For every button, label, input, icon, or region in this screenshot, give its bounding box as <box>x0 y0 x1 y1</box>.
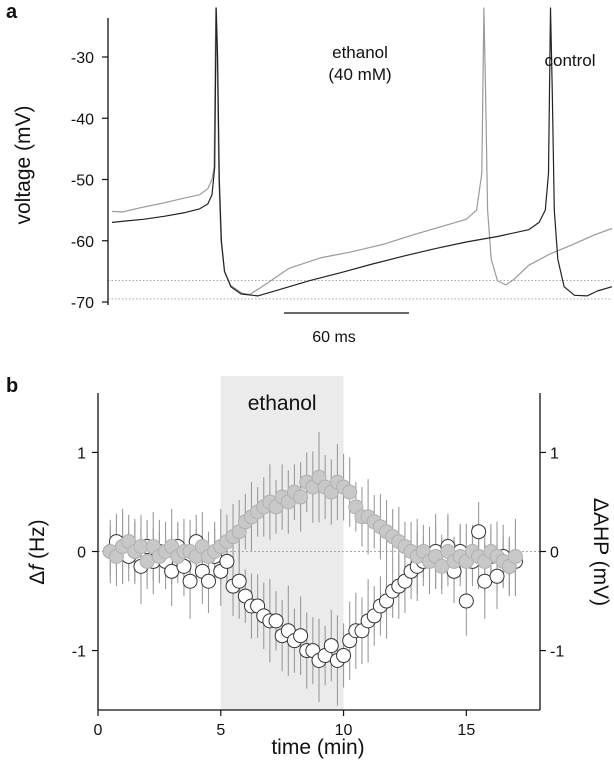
frequency-data-point <box>293 628 309 644</box>
delta-f-tick-label: -1 <box>72 644 86 661</box>
delta-f-tick-label: 1 <box>77 445 86 462</box>
delta-ahp-y-axis-title: ΔAHP (mV) <box>589 498 612 606</box>
frequency-data-point <box>323 638 339 654</box>
ethanol-trace-label-line1: ethanol <box>332 43 388 62</box>
frequency-data-point <box>268 613 284 629</box>
time-tick-label: 10 <box>335 722 353 739</box>
frequency-data-point <box>471 524 487 540</box>
ethanol-voltage-trace <box>111 7 613 296</box>
panel-a-letter: a <box>6 1 18 23</box>
frequency-data-point <box>458 593 474 609</box>
delta-f-tick-label: 0 <box>77 545 86 562</box>
frequency-data-point <box>336 648 352 664</box>
ahp-data-point <box>507 548 523 564</box>
time-scalebar-label: 60 ms <box>312 329 356 346</box>
delta-ahp-tick-label: 1 <box>550 445 559 462</box>
delta-ahp-tick-label: -1 <box>550 644 564 661</box>
frequency-data-point <box>201 573 216 589</box>
voltage-trace-panel: -30 -40 -50 -60 -70 voltage (mV) ethanol (40… <box>12 7 613 346</box>
delta-ahp-tick-label: 0 <box>550 545 559 562</box>
frequency-data-point <box>182 573 198 589</box>
frequency-data-point <box>489 568 505 584</box>
control-trace-label: control <box>544 51 595 70</box>
control-voltage-trace <box>111 7 613 297</box>
ethanol-trace-label-line2: (40 mM) <box>328 65 391 84</box>
frequency-data-point <box>219 553 235 569</box>
voltage-tick-label: -50 <box>71 173 94 190</box>
time-tick-label: 5 <box>216 722 225 739</box>
frequency-data-point <box>231 573 247 589</box>
ahp-data-point <box>342 484 358 500</box>
panel-b-letter: b <box>6 375 18 397</box>
ahp-data-point <box>293 489 309 505</box>
time-tick-label: 0 <box>94 722 103 739</box>
time-x-axis-title: time (min) <box>271 736 364 759</box>
voltage-tick-label: -40 <box>71 111 94 128</box>
voltage-y-axis-title: voltage (mV) <box>12 105 35 224</box>
voltage-tick-label: -30 <box>71 50 94 67</box>
ethanol-application-label: ethanol <box>248 392 317 415</box>
voltage-tick-label: -60 <box>71 234 94 251</box>
time-tick-label: 15 <box>457 722 475 739</box>
voltage-tick-label: -70 <box>71 295 94 312</box>
delta-f-y-axis-title: Δf (Hz) <box>26 519 49 584</box>
